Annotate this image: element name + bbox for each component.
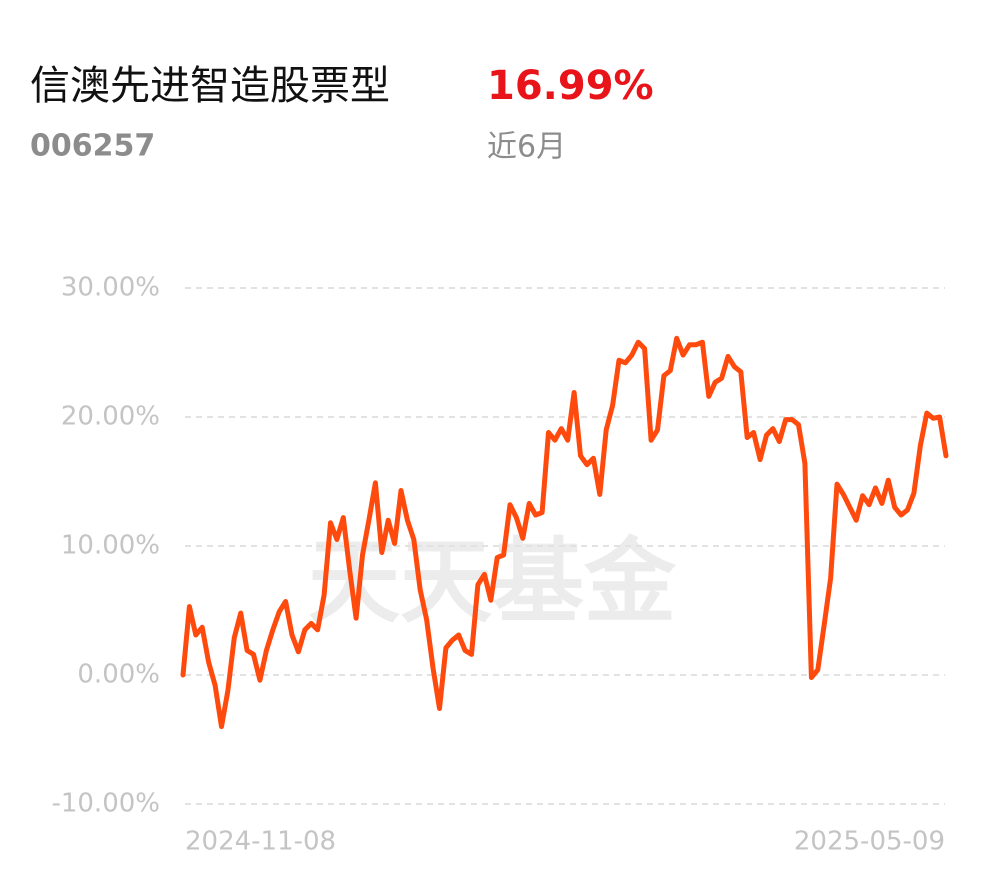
y-tick-label: 10.00% bbox=[61, 531, 160, 561]
return-value: 16.99% bbox=[487, 63, 654, 109]
y-tick-label: -10.00% bbox=[51, 789, 160, 819]
fund-code: 006257 bbox=[30, 129, 155, 164]
y-tick-label: 30.00% bbox=[61, 273, 160, 303]
x-tick-label: 2024-11-08 bbox=[185, 827, 336, 857]
fund-name: 信澳先进智造股票型 bbox=[30, 63, 390, 109]
y-tick-label: 20.00% bbox=[61, 402, 160, 432]
price-line bbox=[180, 335, 949, 730]
y-tick-label: 0.00% bbox=[77, 660, 160, 690]
x-tick-label: 2025-05-09 bbox=[794, 827, 945, 857]
period-label: 近6月 bbox=[487, 130, 566, 165]
